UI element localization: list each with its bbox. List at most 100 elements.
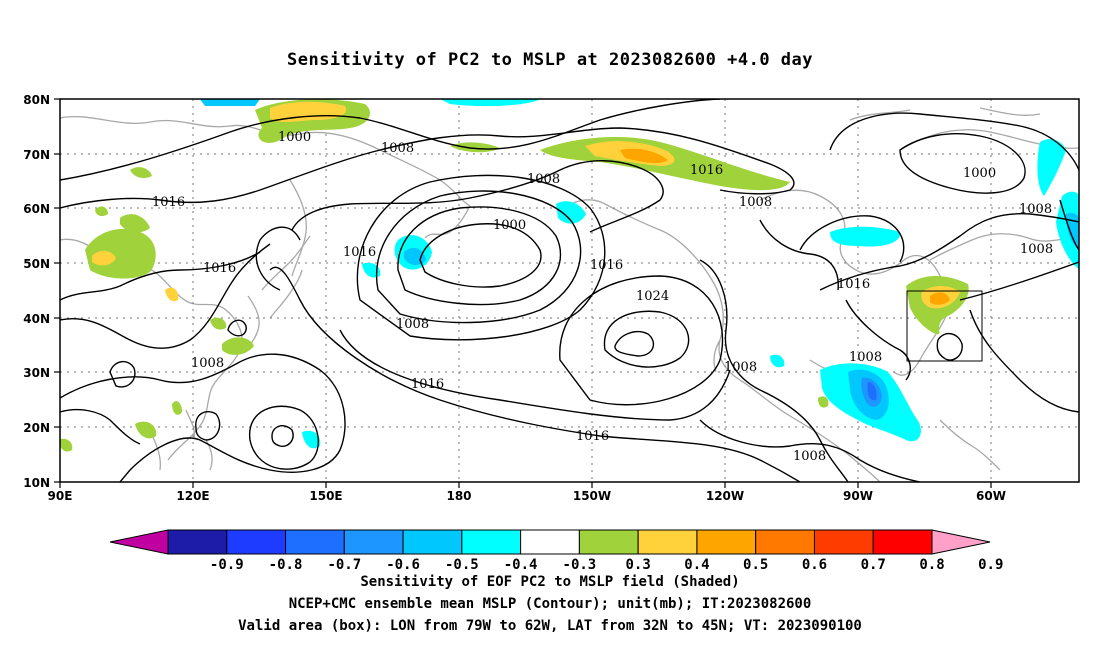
contour-label: 1008	[724, 360, 757, 375]
shade-positive-0.3	[172, 401, 182, 415]
contour-label: 1000	[278, 130, 311, 145]
colorbar-label: 0.3	[626, 557, 651, 573]
lon-label: 90W	[843, 489, 873, 503]
longitude-labels: 90E 120E 150E 180 150W 120W 90W 60W	[48, 489, 1006, 503]
shade-positive-0.3	[60, 438, 73, 452]
contour-label: 1008	[191, 356, 224, 371]
caption-line-3: Valid area (box): LON from 79W to 62W, L…	[238, 618, 862, 634]
shade-negative-0.3	[770, 354, 785, 368]
contour-label: 1016	[343, 245, 376, 260]
shade-positive-0.3	[210, 317, 227, 330]
lat-label: 30N	[23, 366, 50, 380]
shade-positive-0.4	[270, 101, 347, 123]
colorbar-label: -0.9	[210, 557, 244, 573]
contour-label: 1000	[493, 218, 526, 233]
shade-positive-0.3	[222, 337, 254, 355]
caption-line-1: Sensitivity of EOF PC2 to MSLP field (Sh…	[360, 574, 740, 590]
sensitivity-shading	[60, 99, 1079, 452]
shade-negative-0.4	[556, 201, 586, 224]
shade-negative-0.6	[867, 382, 877, 401]
shade-positive-0.5	[620, 148, 668, 164]
colorbar-box	[755, 529, 815, 555]
colorbar-label: 0.8	[919, 557, 944, 573]
contour-label: 1016	[411, 377, 444, 392]
contour-label: 1000	[963, 166, 996, 181]
colorbar-label: -0.3	[563, 557, 597, 573]
shade-negative-0.4	[200, 99, 260, 106]
contour-label: 1008	[527, 172, 560, 187]
colorbar-box	[578, 529, 639, 555]
colorbar-label: -0.4	[504, 557, 538, 573]
contour-label: 1016	[152, 195, 185, 210]
shade-negative-0.3	[1056, 191, 1079, 270]
contour-labels: 1000 1008 1016 1016 1008 1016 1016 1024 …	[152, 130, 1053, 464]
shade-positive-0.3	[130, 167, 152, 178]
shade-positive-0.3	[818, 396, 829, 408]
contour-label: 1016	[576, 429, 609, 444]
contour-label: 1008	[793, 449, 826, 464]
lon-label: 60W	[976, 489, 1006, 503]
contour-label: 1016	[203, 261, 236, 276]
colorbar-box	[402, 529, 463, 555]
colorbar: -0.9 -0.8 -0.7 -0.6 -0.5 -0.4 -0.3 0.3 0.4 0.5 0.6…	[109, 529, 1003, 573]
shade-negative-0.3	[362, 262, 381, 278]
colorbar-box	[461, 529, 522, 555]
colorbar-label: -0.5	[445, 557, 479, 573]
contour-label: 1008	[1020, 242, 1053, 257]
shade-positive-0.3	[165, 287, 179, 302]
lon-label: 180	[446, 489, 471, 503]
colorbar-box	[813, 529, 874, 555]
mslp-contours	[60, 99, 1079, 482]
plot-title: Sensitivity of PC2 to MSLP at 2023082600…	[286, 50, 813, 70]
shade-positive-0.4	[92, 250, 116, 266]
lon-label: 90E	[48, 489, 73, 503]
shade-positive-0.5	[930, 292, 950, 305]
contour-label: 1008	[381, 141, 414, 156]
latitude-labels: 80N 70N 60N 50N 40N 30N 20N 10N	[23, 93, 50, 490]
shade-negative-0.4	[302, 430, 321, 449]
lon-label: 120W	[706, 489, 744, 503]
lon-label: 120E	[176, 489, 209, 503]
contour-label: 1016	[690, 163, 723, 178]
lat-label: 80N	[23, 93, 50, 107]
lon-label: 150E	[309, 489, 342, 503]
contour-label: 1008	[396, 317, 429, 332]
shade-negative-0.3	[830, 226, 901, 247]
axis-tick-marks	[54, 98, 992, 488]
colorbar-box	[343, 529, 404, 555]
lat-label: 70N	[23, 148, 50, 162]
lat-label: 60N	[23, 202, 50, 216]
colorbar-box	[167, 529, 228, 555]
colorbar-label: -0.6	[386, 557, 420, 573]
colorbar-box	[285, 529, 345, 555]
contour-label: 1016	[837, 277, 870, 292]
colorbar-label: 0.6	[802, 557, 827, 573]
lat-label: 40N	[23, 312, 50, 326]
lat-label: 20N	[23, 421, 50, 435]
colorbar-max-arrow	[931, 529, 991, 555]
shade-negative-0.3	[440, 99, 540, 107]
shade-negative-0.3	[1037, 139, 1066, 196]
colorbar-box	[696, 529, 757, 555]
contour-label: 1008	[739, 195, 772, 210]
valid-area-box	[906, 290, 983, 362]
lon-label: 150W	[573, 489, 611, 503]
colorbar-label: 0.5	[743, 557, 768, 573]
shade-positive-0.3	[95, 206, 108, 217]
colorbar-label: 0.9	[978, 557, 1003, 573]
colorbar-box	[226, 529, 287, 555]
colorbar-box	[872, 529, 933, 555]
colorbar-box	[520, 529, 580, 555]
map-frame	[59, 98, 1080, 483]
contour-label: 1024	[636, 289, 669, 304]
lat-label: 10N	[23, 476, 50, 490]
shade-positive-0.3	[85, 228, 156, 279]
grid	[60, 99, 1079, 482]
caption-line-2: NCEP+CMC ensemble mean MSLP (Contour); u…	[288, 596, 812, 612]
shade-positive-0.3	[450, 142, 500, 153]
colorbar-label: 0.4	[684, 557, 709, 573]
colorbar-label: -0.8	[269, 557, 303, 573]
colorbar-label: 0.7	[861, 557, 886, 573]
contour-label: 1016	[590, 258, 623, 273]
lat-label: 50N	[23, 257, 50, 271]
